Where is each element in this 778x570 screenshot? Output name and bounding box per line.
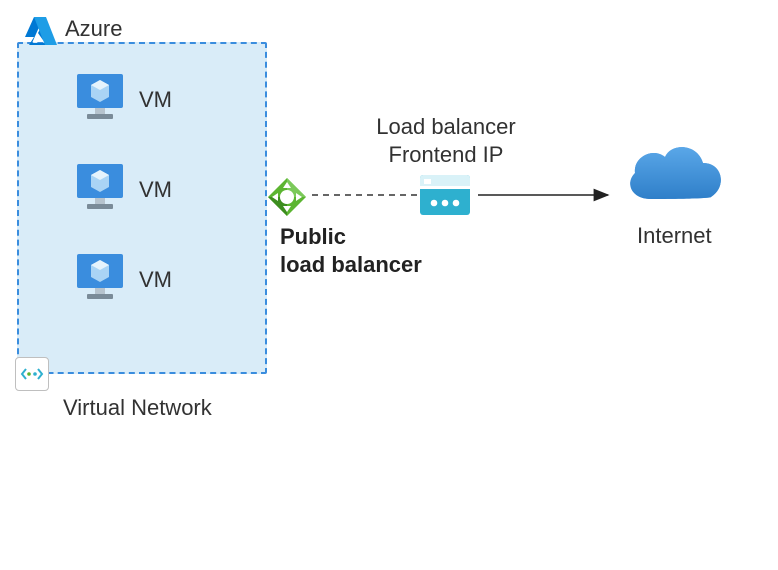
azure-logo-icon bbox=[21, 15, 59, 52]
azure-label: Azure bbox=[65, 16, 122, 42]
public-lb-line2: load balancer bbox=[280, 251, 422, 279]
edge-dashed bbox=[312, 190, 418, 200]
vm-label: VM bbox=[139, 267, 172, 293]
internet-cloud-icon bbox=[619, 137, 729, 217]
edge-arrow bbox=[478, 188, 618, 202]
public-load-balancer-label: Public load balancer bbox=[280, 223, 422, 278]
internet-label: Internet bbox=[637, 223, 712, 249]
lb-top-line1: Load balancer bbox=[356, 113, 536, 141]
vm-item: VM bbox=[73, 70, 172, 129]
vm-item: VM bbox=[73, 160, 172, 219]
lb-top-line2: Frontend IP bbox=[356, 141, 536, 169]
vm-icon bbox=[73, 70, 127, 129]
vm-label: VM bbox=[139, 177, 172, 203]
virtual-network-label: Virtual Network bbox=[63, 395, 212, 421]
vm-icon bbox=[73, 250, 127, 309]
vm-label: VM bbox=[139, 87, 172, 113]
public-lb-line1: Public bbox=[280, 223, 422, 251]
virtual-network-icon bbox=[15, 357, 49, 391]
vm-icon bbox=[73, 160, 127, 219]
lb-frontend-ip-label: Load balancer Frontend IP bbox=[356, 113, 536, 168]
load-balancer-icon bbox=[267, 177, 307, 222]
vm-item: VM bbox=[73, 250, 172, 309]
frontend-ip-icon bbox=[418, 173, 472, 222]
